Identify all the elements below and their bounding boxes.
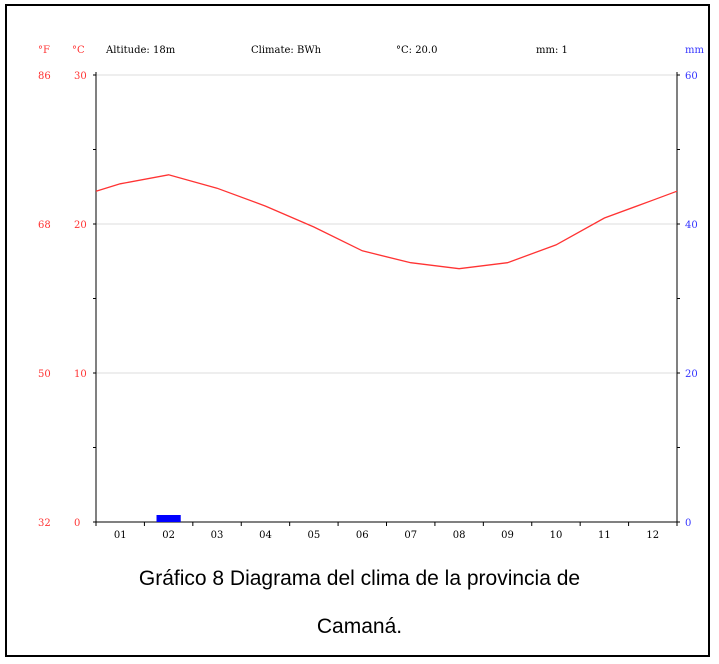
x-tick-label: 05 bbox=[308, 530, 321, 541]
celsius-tick-label: 30 bbox=[74, 71, 87, 82]
precipitation-bar bbox=[156, 515, 181, 522]
temperature-line bbox=[95, 174, 678, 270]
fahrenheit-tick-label: 32 bbox=[38, 518, 51, 529]
header-altitude: Altitude: 18m bbox=[105, 45, 176, 56]
x-tick-label: 09 bbox=[501, 530, 514, 541]
celsius-tick-label: 20 bbox=[74, 220, 87, 231]
precip-tick-label: 20 bbox=[685, 369, 698, 380]
precip-tick-label: 0 bbox=[685, 518, 691, 529]
x-tick-label: 11 bbox=[598, 530, 611, 541]
celsius-tick-label: 0 bbox=[74, 518, 80, 529]
precip-tick-label: 40 bbox=[685, 220, 698, 231]
figure-frame bbox=[5, 4, 710, 657]
fahrenheit-tick-label: 86 bbox=[38, 71, 51, 82]
x-tick-label: 03 bbox=[211, 530, 224, 541]
fahrenheit-unit-label: °F bbox=[38, 45, 50, 56]
precip-tick-label: 60 bbox=[685, 71, 698, 82]
figure-caption-line1: Gráfico 8 Diagrama del clima de la provi… bbox=[138, 567, 581, 590]
climate-chart: 01 02 03 04 05 06 07 08 09 10 11 12 Altitude: 18m Cli… bbox=[38, 45, 704, 541]
fahrenheit-tick-label: 68 bbox=[38, 220, 51, 231]
x-tick-label: 02 bbox=[162, 530, 175, 541]
celsius-tick-label: 10 bbox=[74, 369, 87, 380]
x-tick-label: 06 bbox=[356, 530, 369, 541]
x-tick-label: 01 bbox=[114, 530, 127, 541]
precip-unit-label: mm bbox=[685, 45, 704, 56]
header-climate: Climate: BWh bbox=[251, 45, 322, 56]
header-precip: mm: 1 bbox=[536, 45, 568, 56]
celsius-unit-label: °C bbox=[72, 45, 85, 56]
fahrenheit-tick-label: 50 bbox=[38, 369, 51, 380]
x-tick-label: 10 bbox=[550, 530, 563, 541]
x-tick-label: 07 bbox=[404, 530, 417, 541]
x-tick-label: 12 bbox=[646, 530, 659, 541]
figure-caption-line2: Camaná. bbox=[316, 615, 403, 638]
x-tick-label: 08 bbox=[453, 530, 466, 541]
x-tick-label: 04 bbox=[259, 530, 272, 541]
header-mean-temp: °C: 20.0 bbox=[396, 45, 437, 56]
